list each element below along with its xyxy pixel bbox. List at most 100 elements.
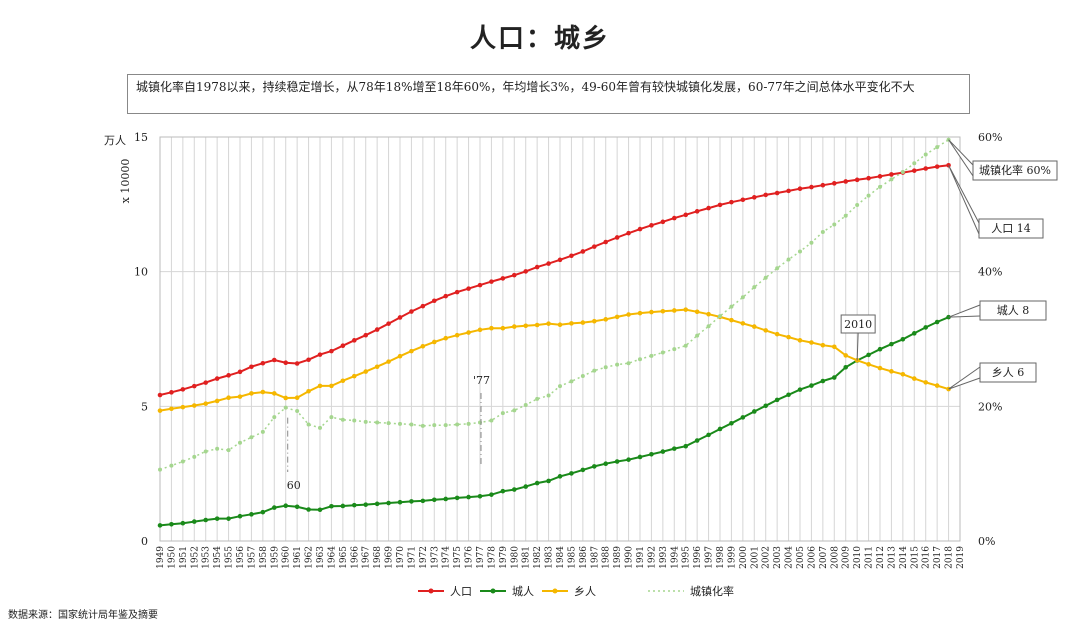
data-point <box>843 213 848 218</box>
x-tick-label: 1995 <box>682 546 692 569</box>
x-tick-label: 1990 <box>625 546 635 569</box>
data-point <box>798 249 802 254</box>
data-point <box>729 304 734 309</box>
data-point <box>260 509 266 515</box>
y-left-tick-label: 5 <box>141 400 148 413</box>
data-point <box>443 423 448 428</box>
data-point <box>409 499 414 504</box>
x-tick-label: 1976 <box>465 546 475 569</box>
data-point <box>615 362 620 367</box>
data-point <box>660 350 665 355</box>
data-point <box>706 432 711 438</box>
data-point <box>260 389 266 395</box>
data-point <box>546 478 551 484</box>
data-point <box>214 376 220 381</box>
data-point <box>637 310 643 316</box>
data-point <box>283 395 289 401</box>
data-point <box>774 397 780 403</box>
data-point <box>214 398 220 404</box>
data-point <box>363 419 368 424</box>
data-point <box>237 513 243 519</box>
data-point <box>854 177 860 183</box>
data-point <box>454 332 460 338</box>
data-point <box>169 522 174 527</box>
legend-marker <box>552 588 558 594</box>
x-tick-label: 1956 <box>236 546 246 569</box>
data-point <box>626 230 631 236</box>
data-point <box>466 494 471 500</box>
data-point <box>454 495 460 501</box>
marks <box>157 137 951 528</box>
data-point <box>591 318 597 324</box>
data-point <box>169 406 174 412</box>
data-point <box>283 503 289 509</box>
data-point <box>603 239 609 245</box>
data-point <box>751 195 757 200</box>
x-tick-label: 2000 <box>739 546 749 569</box>
data-point <box>534 264 540 270</box>
data-point <box>226 516 231 521</box>
data-point <box>203 401 209 406</box>
data-point <box>889 177 894 182</box>
data-point <box>238 440 242 445</box>
data-point <box>443 335 449 341</box>
data-point <box>820 182 826 188</box>
data-point <box>569 379 574 384</box>
x-tick-label: 1993 <box>659 546 669 569</box>
data-point <box>637 226 643 232</box>
y-left-axis-label: x 10000 <box>119 159 132 204</box>
data-point <box>203 517 209 523</box>
data-point <box>226 448 231 453</box>
data-point <box>729 421 734 426</box>
x-tick-label: 1972 <box>419 546 429 569</box>
data-point <box>558 384 562 389</box>
legend-marker <box>428 588 434 594</box>
x-tick-label: 1968 <box>373 546 383 569</box>
data-point <box>157 523 163 528</box>
data-point <box>603 317 609 322</box>
data-point <box>511 324 517 329</box>
x-tick-label: 1982 <box>533 546 543 569</box>
data-point <box>489 279 494 284</box>
data-point <box>271 357 277 363</box>
data-point <box>900 170 905 175</box>
data-point <box>317 383 323 389</box>
data-point <box>477 327 483 333</box>
legend: 人口 城人 乡人 城镇化率 <box>418 584 734 598</box>
data-point <box>934 383 940 388</box>
data-point <box>489 418 494 423</box>
data-point <box>420 423 425 428</box>
x-tick-label: 1974 <box>442 546 452 569</box>
data-point <box>923 152 928 157</box>
data-point <box>751 409 757 414</box>
data-point <box>683 307 689 312</box>
data-point <box>455 422 460 427</box>
x-tick-label: 2010 <box>853 546 863 569</box>
y-right-tick-label: 20% <box>978 400 1002 413</box>
data-point <box>329 415 334 420</box>
data-point <box>740 295 745 300</box>
data-point <box>317 507 323 513</box>
data-point <box>431 339 437 345</box>
y-right-tick-label: 60% <box>978 131 1002 144</box>
x-tick-label: 1951 <box>179 546 189 569</box>
x-tick-label: 1980 <box>510 546 520 569</box>
data-point <box>878 184 882 189</box>
data-point <box>797 387 803 392</box>
data-point <box>511 272 517 278</box>
data-point <box>237 394 243 399</box>
data-point <box>580 320 586 325</box>
x-tick-label: 1994 <box>670 546 680 569</box>
x-tick-label: 1978 <box>487 546 497 569</box>
callout-box <box>978 218 1044 239</box>
data-point <box>740 415 746 420</box>
data-point <box>249 391 254 396</box>
data-point <box>614 459 620 464</box>
data-point <box>191 519 197 524</box>
data-point <box>351 338 357 343</box>
data-point <box>626 361 631 366</box>
x-tick-label: 2018 <box>945 546 955 569</box>
data-point <box>260 429 265 434</box>
data-point <box>580 374 585 379</box>
